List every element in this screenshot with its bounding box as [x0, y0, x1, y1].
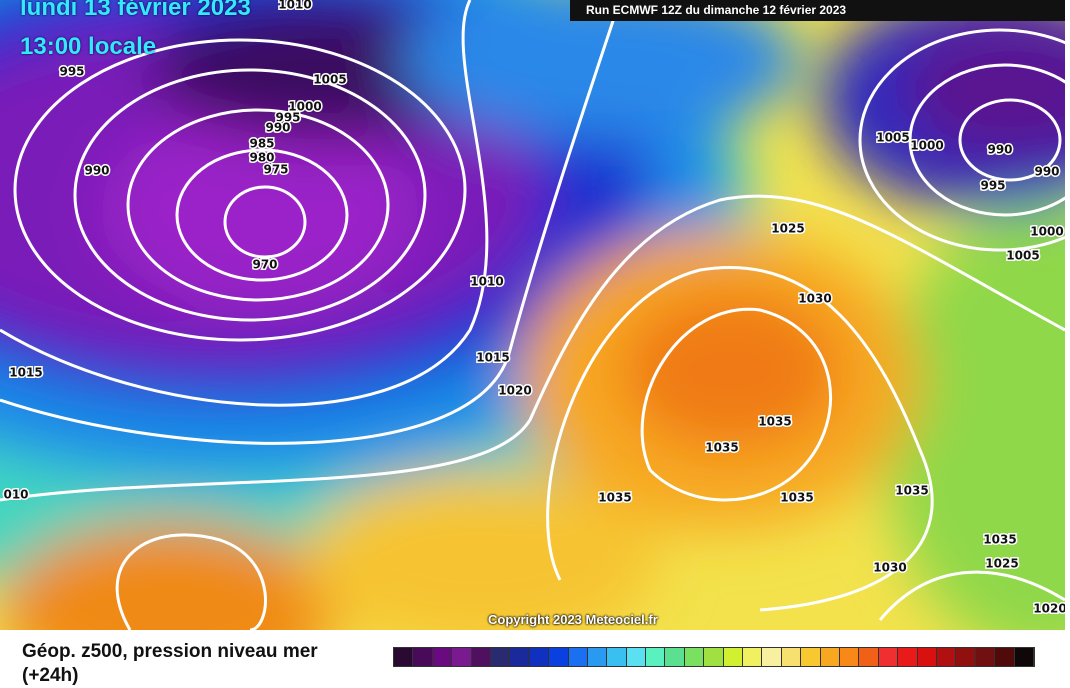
- scale-swatch: [936, 648, 957, 666]
- scale-swatch: [839, 648, 860, 666]
- scale-swatch: [490, 648, 511, 666]
- scale-swatch: [820, 648, 840, 666]
- scale-swatch: [452, 648, 472, 666]
- scale-swatch: [665, 648, 685, 666]
- isobar-label: 1015: [476, 351, 509, 365]
- field-blobs: [0, 0, 1065, 630]
- scale-swatch: [898, 648, 918, 666]
- isobar-label: 1010: [278, 0, 311, 12]
- isobars: [0, 0, 1065, 630]
- geopotential-field: 1010995100510009959909859809759909701010…: [0, 0, 1065, 630]
- scale-swatch: [781, 648, 802, 666]
- isobar-label: 995: [275, 111, 300, 125]
- isobar-label: 1005: [313, 73, 346, 87]
- scale-swatch: [413, 648, 433, 666]
- isobar-label: 1025: [985, 557, 1018, 571]
- scale-swatch: [471, 648, 491, 666]
- isobar-label: 1005: [1006, 249, 1039, 263]
- scale-swatch: [975, 648, 996, 666]
- isobar-label: 995: [980, 179, 1005, 193]
- scale-swatch: [801, 648, 821, 666]
- isobar-label: 1015: [9, 366, 42, 380]
- forecast-time: 13:00 locale: [20, 33, 157, 60]
- scale-swatch: [684, 648, 705, 666]
- scale-swatch: [549, 648, 569, 666]
- isobar-label: 1000: [288, 100, 321, 114]
- scale-swatch: [762, 648, 782, 666]
- scale-swatch: [607, 648, 627, 666]
- scale-swatch: [510, 648, 530, 666]
- isobar-label: 1005: [876, 131, 909, 145]
- caption: Géop. z500, pression niveau mer (+24h): [22, 640, 318, 688]
- isobar-label: 970: [252, 258, 277, 272]
- scale-swatch: [917, 648, 937, 666]
- isobar-label: 1010: [470, 275, 503, 289]
- isobar-label: 1035: [598, 491, 631, 505]
- isobar-label: 990: [987, 143, 1012, 157]
- isobar-label: 1035: [705, 441, 738, 455]
- scale-swatch: [587, 648, 608, 666]
- scale-swatch: [568, 648, 588, 666]
- isobar-label: 980: [249, 151, 274, 165]
- scale-swatch: [723, 648, 744, 666]
- isobar-label: 990: [265, 121, 290, 135]
- scale-swatch: [626, 648, 647, 666]
- isobar-label: 1020: [1033, 602, 1065, 616]
- scale-swatch: [995, 648, 1015, 666]
- isobar-label: 1035: [780, 491, 813, 505]
- isobar-labels: 1010995100510009959909859809759909701010…: [2, 0, 1065, 617]
- color-scale: [393, 647, 1035, 667]
- caption-lead: (+24h): [22, 665, 79, 686]
- isobar-label: 990: [84, 164, 109, 178]
- scale-swatch: [646, 648, 666, 666]
- scale-swatch: [1014, 648, 1034, 666]
- isobar-label: 995: [59, 65, 84, 79]
- model-run: Run ECMWF 12Z du dimanche 12 février 202…: [570, 0, 1065, 21]
- weather-map: 1010995100510009959909859809759909701010…: [0, 0, 1065, 630]
- caption-title: Géop. z500, pression niveau mer: [22, 641, 318, 662]
- isobar-label: 985: [249, 137, 274, 151]
- scale-swatch: [743, 648, 763, 666]
- isobar-label: 1035: [983, 533, 1016, 547]
- scale-swatch: [529, 648, 550, 666]
- isobar-label: 990: [1034, 165, 1059, 179]
- scale-swatch: [878, 648, 899, 666]
- isobar-label: 1000: [1030, 225, 1063, 239]
- scale-swatch: [704, 648, 724, 666]
- forecast-date: lundi 13 février 2023: [20, 0, 251, 21]
- copyright: Copyright 2023 Meteociel.fr: [488, 612, 658, 627]
- isobar-label: 1030: [873, 561, 906, 575]
- isobar-label: 1035: [895, 484, 928, 498]
- scale-swatch: [956, 648, 976, 666]
- isobar-label: 1025: [771, 222, 804, 236]
- isobar-label: 1035: [758, 415, 791, 429]
- isobar-label: 010: [3, 488, 28, 502]
- scale-swatch: [859, 648, 879, 666]
- isobar-label: 1020: [498, 384, 531, 398]
- scale-swatch: [432, 648, 453, 666]
- isobar-label: 975: [263, 163, 288, 177]
- isobar-label: 1000: [910, 139, 943, 153]
- scale-swatch: [394, 648, 414, 666]
- isobar-label: 1030: [798, 292, 831, 306]
